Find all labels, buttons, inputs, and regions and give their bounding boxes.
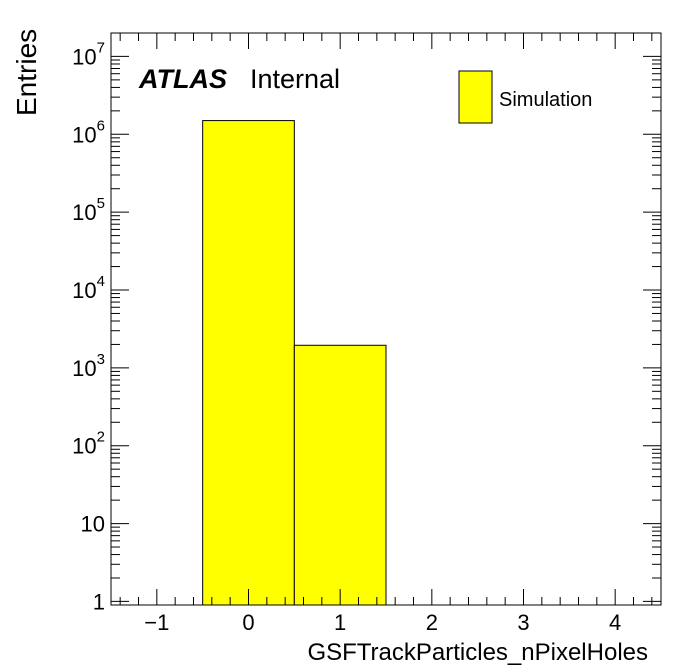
- x-tick-label: −1: [144, 610, 169, 635]
- y-tick-exponent: 4: [97, 273, 105, 290]
- legend: Simulation: [458, 70, 592, 124]
- y-tick-exponent: 5: [97, 195, 105, 212]
- y-tick-base: 10: [72, 200, 96, 225]
- histogram-bar-1: [293, 344, 387, 606]
- x-tick-label: 1: [334, 610, 346, 635]
- x-tick-label: 3: [517, 610, 529, 635]
- y-tick-base: 10: [72, 356, 96, 381]
- y-tick-label: 1: [93, 589, 105, 614]
- y-tick-base: 10: [72, 278, 96, 303]
- histogram-bars: [202, 120, 387, 606]
- atlas-label: ATLAS: [138, 64, 227, 94]
- status-label: Internal: [250, 64, 340, 94]
- y-tick-label: 107: [72, 39, 105, 69]
- y-tick-label: 106: [72, 117, 105, 147]
- plot-frame: [110, 32, 662, 606]
- x-tick-labels: −1 0 1 2 3 4: [144, 610, 621, 635]
- x-axis-label: GSFTrackParticles_nPixelHoles: [307, 639, 648, 666]
- x-tick-label: 2: [426, 610, 438, 635]
- legend-swatch-simulation: [458, 70, 493, 124]
- y-tick-label: 104: [72, 273, 105, 303]
- y-tick-base: 10: [72, 434, 96, 459]
- y-tick-exponent: 3: [97, 351, 105, 368]
- axis-ticks: [111, 32, 661, 605]
- histogram-bar-0: [202, 120, 295, 606]
- y-tick-label: 103: [72, 351, 105, 381]
- x-tick-label: 4: [609, 610, 621, 635]
- y-tick-base: 10: [72, 44, 96, 69]
- y-tick-label: 105: [72, 195, 105, 225]
- y-tick-exponent: 7: [97, 39, 105, 56]
- y-tick-exponent: 6: [97, 117, 105, 134]
- y-axis-label: Entries: [11, 29, 42, 116]
- y-tick-exponent: 2: [97, 429, 105, 446]
- x-tick-label: 0: [242, 610, 254, 635]
- y-tick-label: 102: [72, 429, 105, 459]
- y-tick-label: 10: [81, 512, 105, 537]
- legend-entry-simulation: Simulation: [499, 89, 592, 111]
- y-tick-base: 10: [72, 122, 96, 147]
